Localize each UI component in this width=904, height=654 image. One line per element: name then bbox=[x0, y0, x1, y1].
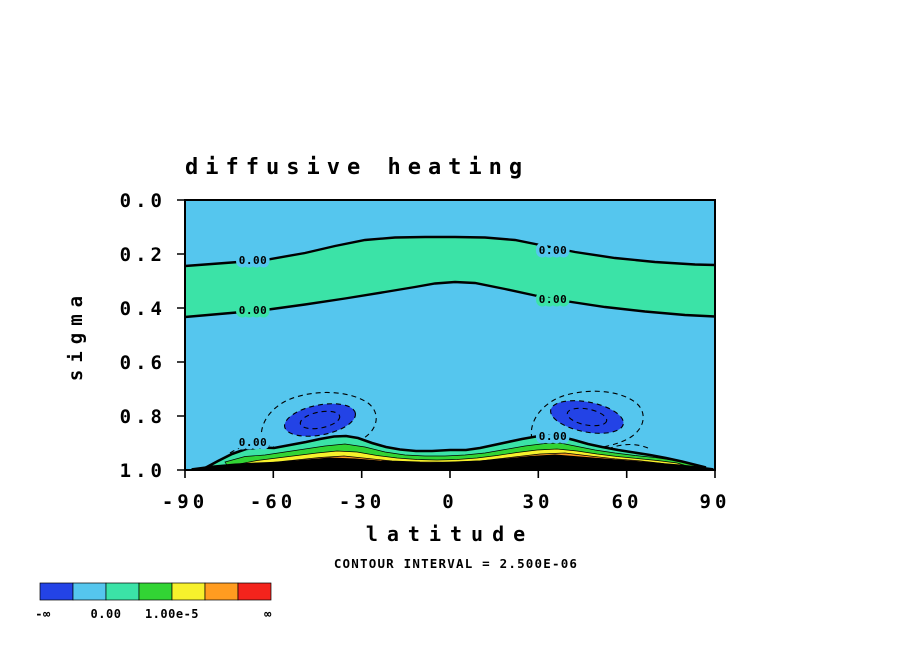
contour-label-surface-left: 0.00 bbox=[239, 436, 268, 449]
surface-dashed-contour-right bbox=[607, 443, 651, 450]
upper-zero-contour-line bbox=[185, 235, 715, 268]
x-tick-label: -60 bbox=[250, 491, 296, 513]
x-tick-label: 60 bbox=[612, 491, 643, 513]
colorbar-swatch-orange bbox=[204, 582, 239, 601]
y-tick-label: 0.0 bbox=[120, 190, 166, 212]
y-tick-label: 0.2 bbox=[120, 244, 166, 266]
y-tick-label: 1.0 bbox=[120, 460, 166, 482]
colorbar-swatch-green bbox=[138, 582, 173, 601]
negative-cell-inner-dashed-contour-left bbox=[299, 410, 341, 430]
colorbar-swatch-yellow bbox=[171, 582, 206, 601]
x-axis-label: latitude bbox=[366, 522, 534, 546]
y-axis-ticks bbox=[177, 199, 185, 471]
x-tick-label: -90 bbox=[162, 491, 208, 513]
colorbar: -∞ 0.00 1.00e-5 ∞ bbox=[35, 582, 272, 621]
colorbar-swatch-negative bbox=[39, 582, 74, 601]
zero-band-fill bbox=[185, 237, 715, 317]
colorbar-tick-label-infinity: ∞ bbox=[264, 607, 272, 621]
x-tick-label: 0 bbox=[442, 491, 457, 513]
y-tick-label: 0.8 bbox=[120, 406, 166, 428]
surface-dashed-contour-left bbox=[229, 444, 275, 454]
plot-area: 0.00 0.00 0.00 0.00 0.00 0.00 bbox=[185, 200, 715, 470]
y-tick-label: 0.4 bbox=[120, 298, 166, 320]
lower-zero-contour-line bbox=[185, 280, 715, 319]
negative-cell-fill-left bbox=[283, 403, 357, 437]
x-tick-label: 30 bbox=[523, 491, 554, 513]
colorbar-swatch-spring-green bbox=[105, 582, 140, 601]
x-tick-label: 90 bbox=[700, 491, 731, 513]
contour-label-upper-right: 0.00 bbox=[539, 244, 568, 257]
surface-saturated-black-band bbox=[191, 454, 714, 470]
negative-cell-inner-dashed-contour-right bbox=[566, 407, 608, 427]
colorbar-swatch-red bbox=[237, 582, 272, 601]
x-tick-label: -30 bbox=[339, 491, 385, 513]
negative-cell-fill-right bbox=[550, 400, 624, 434]
contour-label-surface-right: 0.00 bbox=[539, 430, 568, 443]
chart-title: diffusive heating bbox=[185, 155, 529, 180]
contour-label-lower-left: 0.00 bbox=[239, 304, 268, 317]
y-axis-label: sigma bbox=[65, 289, 87, 381]
x-axis-ticks bbox=[184, 470, 716, 478]
surface-zero-contour-line bbox=[204, 434, 707, 470]
negative-cell-outer-dashed-contour-left bbox=[260, 392, 377, 453]
y-tick-label: 0.6 bbox=[120, 352, 166, 374]
contour-label-upper-left: 0.00 bbox=[239, 254, 268, 267]
contour-label-lower-right: 0.00 bbox=[539, 293, 568, 306]
colorbar-tick-label-neg-infinity: -∞ bbox=[35, 607, 51, 621]
colorbar-tick-label-zero: 0.00 bbox=[91, 607, 122, 621]
colorbar-tick-label-1e-5: 1.00e-5 bbox=[145, 607, 199, 621]
contour-interval-note: CONTOUR INTERVAL = 2.500E-06 bbox=[334, 556, 578, 571]
colorbar-swatch-light-blue bbox=[72, 582, 107, 601]
